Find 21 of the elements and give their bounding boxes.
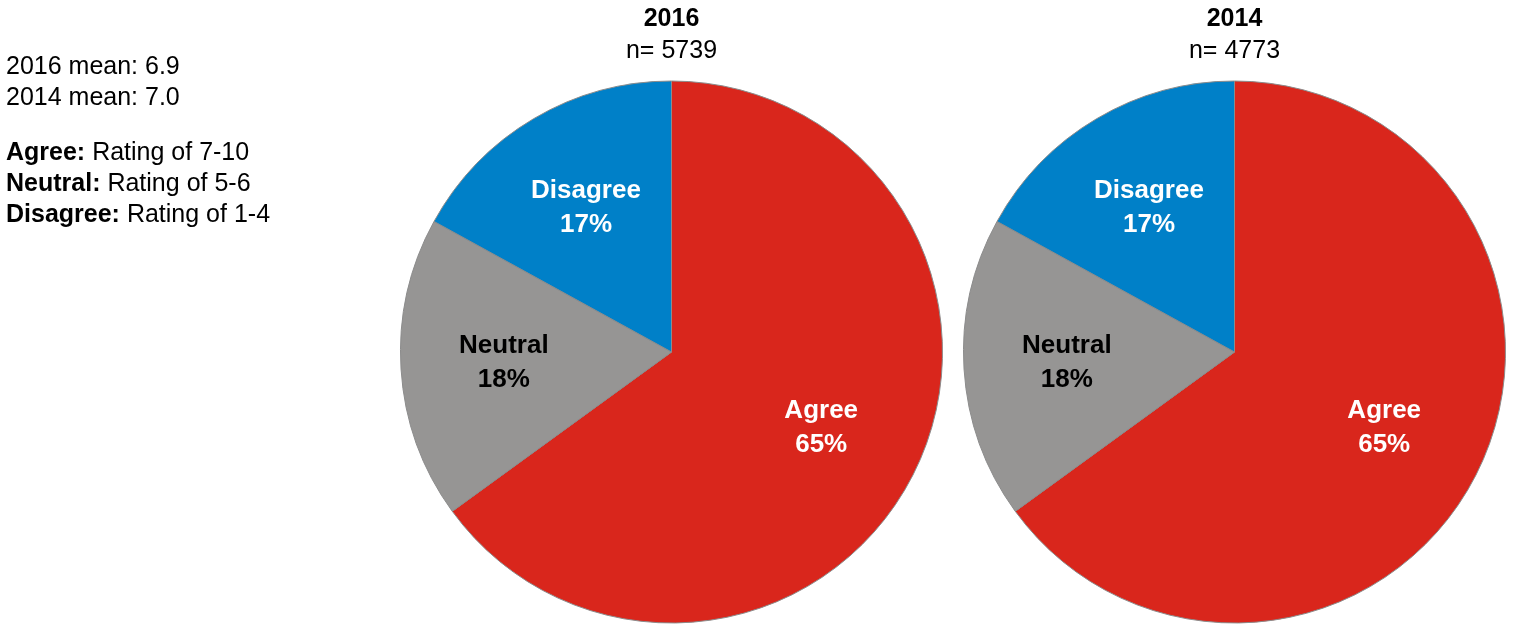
text: Neutral: Rating of 5-6 — [6, 167, 252, 198]
text: Agree: Rating of 7-10 — [6, 136, 251, 167]
slice-label: Disagree — [531, 173, 641, 204]
chart-title: 2016 — [643, 2, 700, 31]
slice-label: Agree — [784, 394, 859, 425]
data-label: 65% — [1358, 428, 1411, 459]
slice-label: Disagree — [1094, 173, 1204, 204]
slice-label: Neutral — [1022, 328, 1112, 359]
slice-label: Agree — [1347, 394, 1422, 425]
slice-label: Neutral — [459, 328, 549, 359]
text: 2014 mean: 7.0 — [6, 81, 181, 112]
text: 2016 mean: 6.9 — [6, 50, 181, 81]
chart-subtitle: n= 4773 — [1188, 34, 1281, 63]
data-label: 18% — [477, 362, 530, 393]
chart-subtitle: n= 5739 — [625, 34, 718, 63]
data-label: 17% — [1122, 207, 1175, 238]
text: Disagree: Rating of 1-4 — [6, 198, 272, 229]
data-label: 65% — [795, 428, 848, 459]
chart-title: 2014 — [1206, 2, 1263, 31]
data-label: 18% — [1040, 362, 1093, 393]
data-label: 17% — [559, 207, 612, 238]
